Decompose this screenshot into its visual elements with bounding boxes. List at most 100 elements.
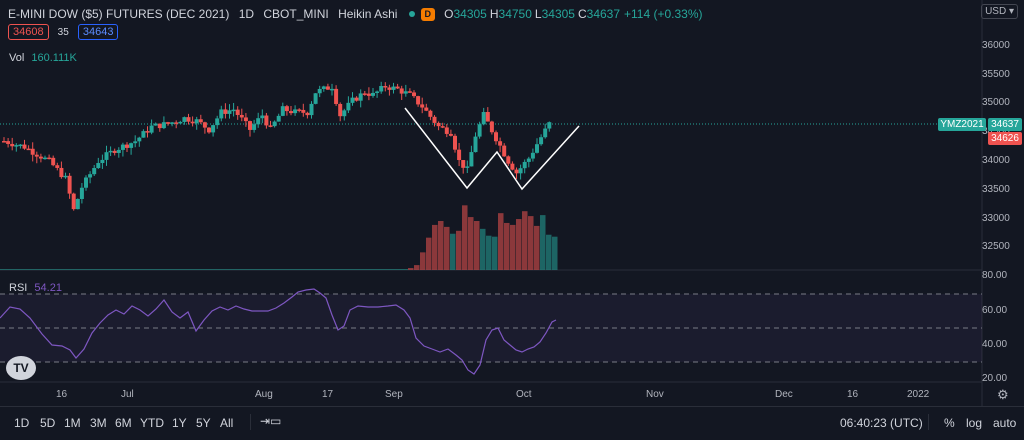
candle-body: [432, 116, 437, 123]
candle-body: [30, 148, 35, 155]
candle-body: [2, 141, 6, 143]
symbol-name[interactable]: E-MINI DOW ($5) FUTURES (DEC 2021): [8, 7, 230, 21]
volume-bar: [504, 222, 510, 270]
candle-body: [51, 157, 56, 166]
candle-body: [112, 150, 117, 153]
candle-body: [71, 193, 76, 210]
candle-body: [280, 106, 285, 116]
candle-body: [428, 110, 433, 117]
timeframe-all[interactable]: All: [220, 416, 234, 430]
candle-body: [276, 115, 281, 122]
currency-selector[interactable]: USD ▾: [981, 4, 1018, 19]
candle-body: [321, 86, 326, 89]
candle-body: [375, 91, 380, 93]
volume-legend: Vol 160.111K: [9, 52, 77, 64]
volume-bar: [480, 228, 486, 270]
candle-body: [543, 128, 548, 138]
candle-body: [395, 86, 400, 89]
candle-body: [14, 145, 19, 147]
timeframe-3m[interactable]: 3M: [90, 416, 107, 430]
chart-canvas[interactable]: [0, 0, 1024, 406]
candle-body: [67, 175, 72, 194]
volume-bar: [420, 252, 426, 270]
ohlc-open: 34305: [453, 7, 487, 21]
time-axis-label: Jul: [121, 389, 134, 400]
tradingview-logo-icon[interactable]: TV: [6, 356, 36, 380]
timeframe-6m[interactable]: 6M: [115, 416, 132, 430]
timeframe-5y[interactable]: 5Y: [196, 416, 211, 430]
ohlc-high: 34750: [498, 7, 532, 21]
volume-bar: [432, 224, 438, 270]
candle-body: [284, 106, 289, 112]
candle-body: [256, 118, 261, 125]
volume-bar: [552, 236, 558, 270]
candle-body: [387, 87, 392, 90]
candle-body: [403, 91, 408, 94]
timeframe-ytd[interactable]: YTD: [140, 416, 164, 430]
volume-bar: [450, 233, 456, 270]
candle-body: [444, 127, 449, 134]
rsi-label: RSI: [9, 282, 28, 294]
candle-body: [116, 149, 121, 153]
buy-button[interactable]: 34643: [77, 24, 119, 40]
candle-body: [494, 132, 498, 142]
candle-body: [137, 137, 142, 142]
candle-body: [174, 122, 179, 124]
candle-body: [416, 96, 421, 105]
candle-body: [243, 117, 248, 122]
candle-body: [358, 93, 363, 101]
log-toggle[interactable]: log: [966, 416, 983, 430]
settings-icon[interactable]: ⚙: [997, 387, 1009, 402]
candle-body: [190, 121, 195, 124]
candle-body: [371, 92, 375, 96]
time-axis[interactable]: 16 Jul Aug 17 Sep Oct Nov Dec 16 2022: [0, 389, 980, 403]
candle-body: [161, 122, 166, 129]
candle-body: [465, 166, 470, 168]
price-axis-label: 33500: [982, 184, 1010, 195]
timeframe-1m[interactable]: 1M: [64, 416, 81, 430]
candle-body: [436, 122, 441, 127]
candle-body: [481, 112, 486, 125]
candle-body: [120, 144, 125, 150]
volume-bar: [474, 221, 480, 270]
timeframe-1d[interactable]: 1D: [14, 416, 30, 430]
volume-label: Vol: [9, 52, 25, 64]
ohlc-low: 34305: [541, 7, 575, 21]
auto-toggle[interactable]: auto: [993, 416, 1017, 430]
candle-body: [178, 121, 183, 124]
candle-body: [461, 160, 466, 168]
price-axis-label: 35000: [982, 97, 1010, 108]
percent-toggle[interactable]: %: [944, 416, 955, 430]
candle-body: [63, 175, 68, 178]
time-axis-label: Aug: [255, 389, 273, 400]
candle-body: [252, 124, 257, 130]
candle-body: [84, 177, 88, 188]
candle-body: [38, 156, 43, 159]
ticker-tag: YMZ2021: [938, 118, 986, 131]
chart-style-label: Heikin Ashi: [338, 7, 398, 21]
candle-body: [309, 103, 314, 116]
candle-body: [268, 125, 273, 127]
candle-body: [448, 133, 453, 136]
timeframe-5d[interactable]: 5D: [40, 416, 56, 430]
candle-body: [530, 152, 535, 159]
candle-body: [79, 187, 84, 199]
candle-body: [88, 174, 93, 178]
symbol-header: E-MINI DOW ($5) FUTURES (DEC 2021) 1D CB…: [8, 7, 715, 22]
candle-body: [10, 143, 15, 147]
sell-button[interactable]: 34608: [8, 24, 49, 40]
calendar-range-icon[interactable]: ⇥▭: [260, 414, 282, 428]
time-axis-label: 16: [56, 389, 68, 400]
interval-label[interactable]: 1D: [238, 7, 255, 21]
candle-body: [420, 104, 425, 108]
volume-bar: [456, 230, 462, 270]
price-axis-label: 33000: [982, 213, 1010, 224]
market-status-icon: [408, 11, 415, 18]
candle-body: [182, 117, 187, 122]
clock-display[interactable]: 06:40:23 (UTC): [840, 416, 923, 430]
time-axis-label: Sep: [385, 389, 403, 400]
toolbar-divider: [250, 414, 251, 430]
timeframe-1y[interactable]: 1Y: [172, 416, 187, 430]
candle-body: [346, 102, 351, 111]
volume-bar: [540, 215, 546, 270]
